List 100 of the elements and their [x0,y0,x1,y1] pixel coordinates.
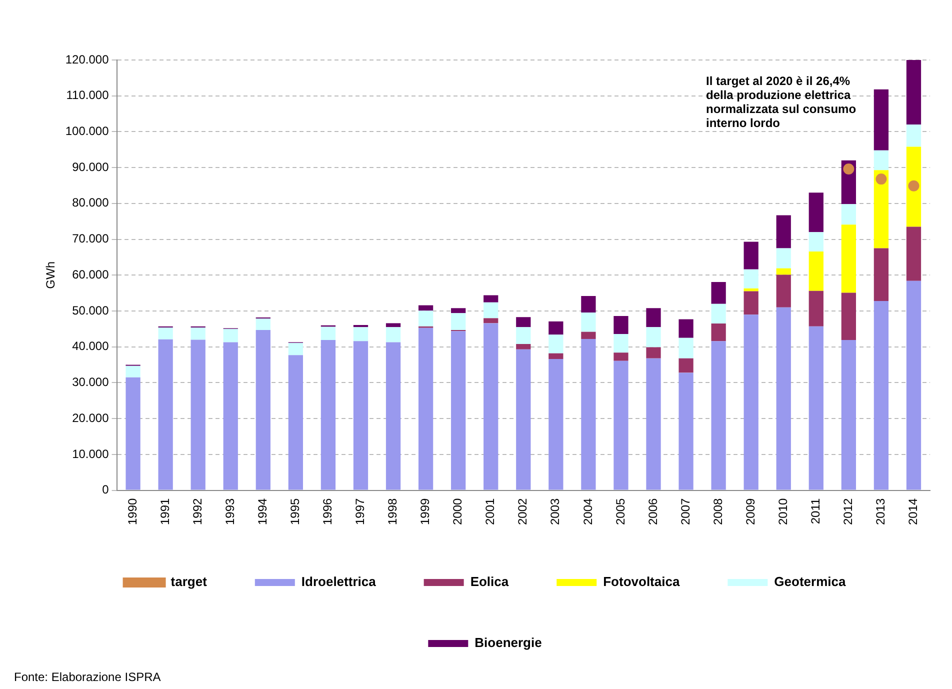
bar [548,359,564,490]
bar [646,327,661,348]
bar [808,232,824,252]
bar [516,327,531,344]
bar [126,366,140,378]
x-tick-label: 2002 [516,498,530,526]
bar [581,338,596,490]
legend-label: Idroelettrica [301,574,377,590]
bar [418,328,434,490]
bar [711,324,726,342]
x-tick-label: 2008 [710,498,725,526]
bar [906,146,922,227]
x-tick-label: 2013 [874,498,888,526]
x-tick-label: 1998 [386,498,400,526]
bar [808,326,824,490]
bar [776,215,791,248]
y-tick-label: 10.000 [72,446,110,461]
x-tick-label: 2011 [808,498,822,524]
bar [646,308,661,328]
bar [776,307,791,490]
bar [256,330,270,490]
y-tick-label: 0 [102,482,110,497]
bar [678,319,694,338]
bar [353,324,368,328]
y-tick-label: 90.000 [72,160,110,174]
bar [841,340,856,490]
bar [126,377,140,490]
bar [581,296,596,312]
bar [874,89,889,150]
bar [614,360,628,490]
bar [744,242,758,270]
y-tick-label: 100.000 [65,124,110,138]
x-tick-label: 2005 [613,498,628,526]
bar [744,291,758,315]
x-tick-label: 1999 [418,498,432,526]
bar [484,323,498,490]
bar [353,327,368,342]
x-tick-label: 2012 [840,498,855,526]
bar [548,353,564,360]
bar [516,344,531,350]
bar [646,358,661,490]
bar [614,316,628,334]
y-tick-label: 60.000 [72,267,110,282]
y-tick-label: 110.000 [66,88,110,102]
x-tick-label: 1992 [190,498,204,526]
bar [418,310,434,326]
bar [320,326,336,340]
bar [678,338,694,358]
bar [776,248,791,268]
x-tick-label: 1997 [353,498,368,526]
bar [158,339,173,490]
bar [386,342,401,490]
bar [874,300,889,490]
bar [190,340,206,490]
legend-label: Eolica [470,574,510,590]
bar [386,327,401,342]
bar [190,328,206,340]
bar [808,192,824,232]
bar [484,295,498,302]
bar [874,170,889,248]
y-axis-title: GWh [44,261,58,289]
x-tick-label: 1991 [158,498,172,526]
bar [744,314,758,490]
x-tick-label: 1994 [255,498,270,526]
x-tick-label: 2010 [776,498,790,526]
bar [808,290,824,326]
bar [451,313,466,330]
bar [841,292,856,340]
legend-label: Geotermica [774,574,846,590]
bar [320,340,336,490]
bar [516,349,531,490]
legend-label: target [170,574,208,590]
y-tick-label: 70.000 [72,232,110,246]
x-tick-label: 2003 [548,498,562,526]
bar [711,282,726,304]
bar [581,332,596,339]
bar [451,308,466,314]
bar [808,251,824,291]
bar [223,328,238,342]
bar [841,224,856,293]
y-tick-label: 120.000 [65,52,110,66]
bar [906,226,922,281]
y-tick-label: 20.000 [72,410,110,425]
x-tick-label: 2006 [646,498,660,526]
bar [874,248,889,301]
bar [711,341,726,490]
bar [484,302,498,318]
x-tick-label: 2000 [450,498,465,526]
x-tick-label: 2007 [678,498,692,526]
y-tick-label: 80.000 [72,196,110,210]
x-tick-label: 1995 [288,498,302,526]
legend-label: Bioenergie [474,635,542,650]
bar [744,269,758,288]
x-tick-label: 2014 [906,498,920,526]
x-tick-label: 2001 [483,498,498,526]
y-tick-label: 30.000 [72,375,110,390]
bar [386,323,401,328]
x-tick-label: 1993 [222,498,237,526]
bar [516,317,531,328]
bar [711,304,726,324]
